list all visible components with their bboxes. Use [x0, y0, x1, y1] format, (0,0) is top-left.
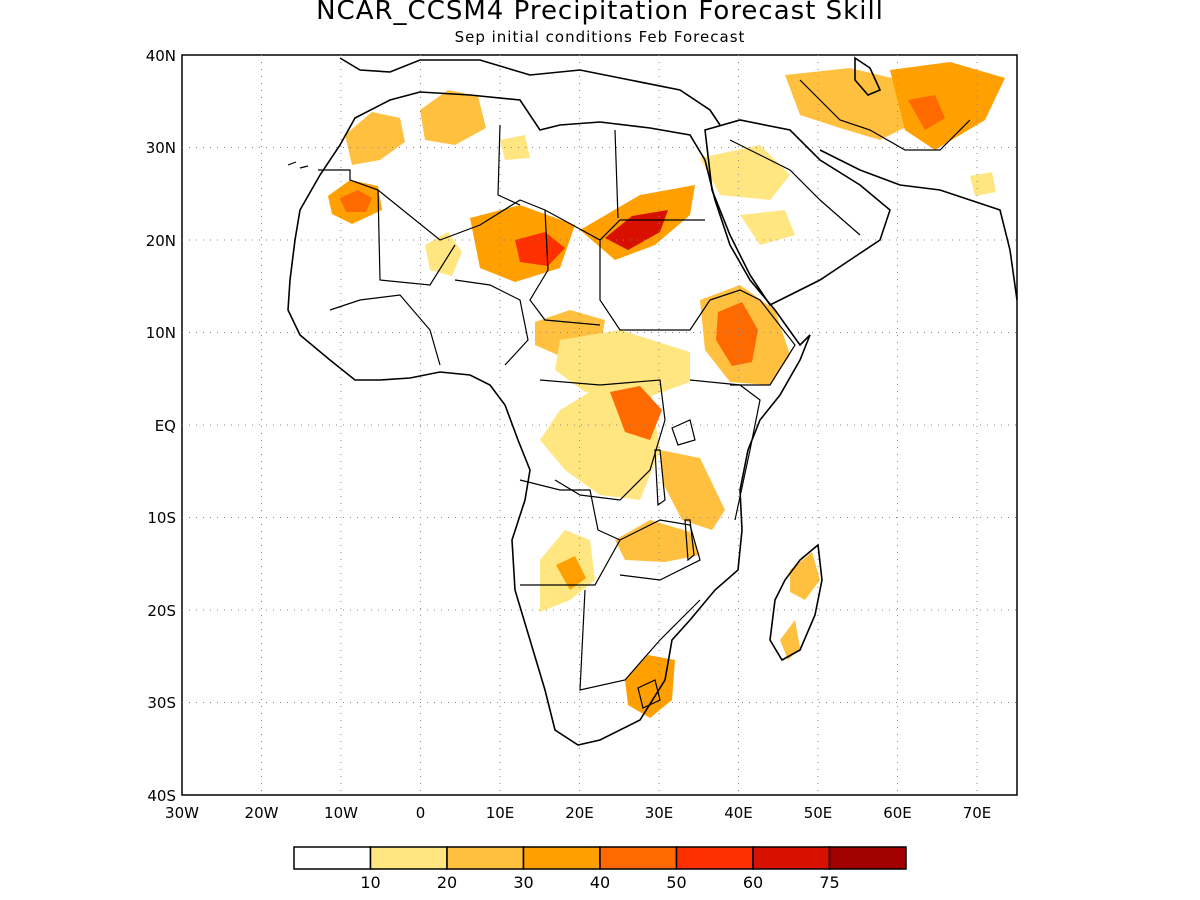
colorbar-swatch-6	[752, 846, 831, 870]
skill-shading	[328, 62, 1005, 718]
border-egypt	[614, 129, 619, 219]
border-zambia	[619, 519, 701, 581]
skill-blob-afghanistan-core	[908, 95, 945, 130]
arabia-coastline	[704, 119, 891, 307]
skill-blob-sahara-west-core	[340, 190, 372, 212]
border-sahara-1	[318, 169, 705, 241]
colorbar-swatch-7	[828, 846, 907, 870]
lon-axis: 30W 20W 10W 0 10E 20E 30E 40E 50E 60E 70…	[165, 804, 991, 822]
skill-blob-ethiopia-core	[716, 302, 758, 366]
borders	[318, 79, 971, 691]
skill-blob-gulf	[970, 172, 996, 196]
skill-blob-algeria-north	[420, 90, 486, 145]
skill-blob-tanzania	[660, 450, 725, 530]
lesotho	[637, 679, 661, 709]
border-arabia	[729, 139, 861, 236]
lon-label-60e: 60E	[883, 804, 912, 822]
skill-blob-libya-north	[500, 135, 530, 160]
lon-label-70e: 70E	[963, 804, 992, 822]
lat-label-30n: 30N	[146, 139, 176, 157]
caspian-coastline	[854, 56, 882, 96]
lon-label-10w: 10W	[324, 804, 358, 822]
lon-label-20e: 20E	[565, 804, 594, 822]
lake-tanganyika	[654, 449, 666, 507]
skill-blob-angola-core	[556, 556, 586, 590]
skill-blob-arabia-south	[740, 210, 795, 245]
canary-islands	[287, 161, 309, 169]
border-sudan	[599, 240, 711, 331]
skill-blob-mauritania	[425, 232, 462, 276]
skill-blob-car-south-sudan	[555, 330, 690, 400]
colorbar-swatch-3	[522, 846, 601, 870]
colorbar-swatch-5	[675, 846, 754, 870]
lake-malawi	[684, 519, 695, 562]
madagascar-coastline	[769, 543, 823, 662]
lon-label-50e: 50E	[804, 804, 833, 822]
lakes	[287, 161, 696, 709]
border-angola	[519, 479, 621, 586]
colorbar-label-30: 30	[513, 873, 533, 892]
border-iran	[799, 79, 971, 151]
lat-label-40s: 40S	[147, 787, 176, 805]
border-chad	[529, 209, 601, 326]
skill-blob-congo-core	[610, 386, 662, 440]
skill-blob-iran	[785, 68, 920, 140]
map-title: NCAR_CCSM4 Precipitation Forecast Skill	[316, 0, 884, 26]
lon-label-10e: 10E	[486, 804, 515, 822]
border-ethiopia	[709, 289, 796, 386]
colorbar-swatch-2	[446, 846, 525, 870]
border-sahara-2	[377, 189, 456, 286]
colorbar-swatch-4	[599, 846, 678, 870]
border-west-africa	[329, 294, 441, 366]
skill-blob-chad-core	[515, 232, 565, 266]
skill-blob-madagascar	[790, 552, 820, 600]
skill-blob-madagascar-south	[780, 620, 800, 660]
lake-victoria	[671, 419, 696, 446]
border-nigeria	[454, 279, 529, 366]
colorbar: 10 20 30 40 50 60 75	[293, 846, 907, 892]
colorbar-swatch-0	[293, 846, 372, 870]
lat-label-40n: 40N	[146, 47, 176, 65]
lat-label-30s: 30S	[147, 694, 176, 712]
border-libya	[497, 124, 521, 206]
colorbar-label-75: 75	[819, 873, 839, 892]
colorbar-label-60: 60	[743, 873, 763, 892]
africa-coastline	[287, 91, 811, 746]
map-subtitle: Sep initial conditions Feb Forecast	[454, 28, 746, 46]
europe-coastline	[339, 57, 721, 126]
lon-label-20w: 20W	[245, 804, 279, 822]
lat-label-20s: 20S	[147, 602, 176, 620]
lat-label-10n: 10N	[146, 324, 176, 342]
colorbar-label-20: 20	[437, 873, 457, 892]
colorbar-label-50: 50	[666, 873, 686, 892]
iran-india-coastline	[819, 149, 1018, 301]
skill-blob-afghanistan	[890, 62, 1005, 150]
colorbar-label-10: 10	[360, 873, 380, 892]
coastlines	[287, 56, 1018, 746]
lat-axis: 40N 30N 20N 10N EQ 10S 20S 30S 40S	[146, 47, 176, 805]
lon-label-30e: 30E	[645, 804, 674, 822]
colorbar-label-40: 40	[590, 873, 610, 892]
border-east-africa	[689, 379, 761, 521]
skill-blob-zambia	[615, 520, 700, 562]
border-congo	[539, 379, 666, 501]
border-southern	[579, 589, 701, 691]
gridlines	[182, 55, 1017, 795]
lat-label-10s: 10S	[147, 509, 176, 527]
lat-label-20n: 20N	[146, 232, 176, 250]
colorbar-swatch-1	[369, 846, 448, 870]
lon-label-40e: 40E	[724, 804, 753, 822]
lon-label-0: 0	[416, 804, 426, 822]
skill-blob-morocco	[345, 112, 405, 165]
lon-label-30w: 30W	[165, 804, 199, 822]
lat-label-eq: EQ	[155, 417, 176, 435]
